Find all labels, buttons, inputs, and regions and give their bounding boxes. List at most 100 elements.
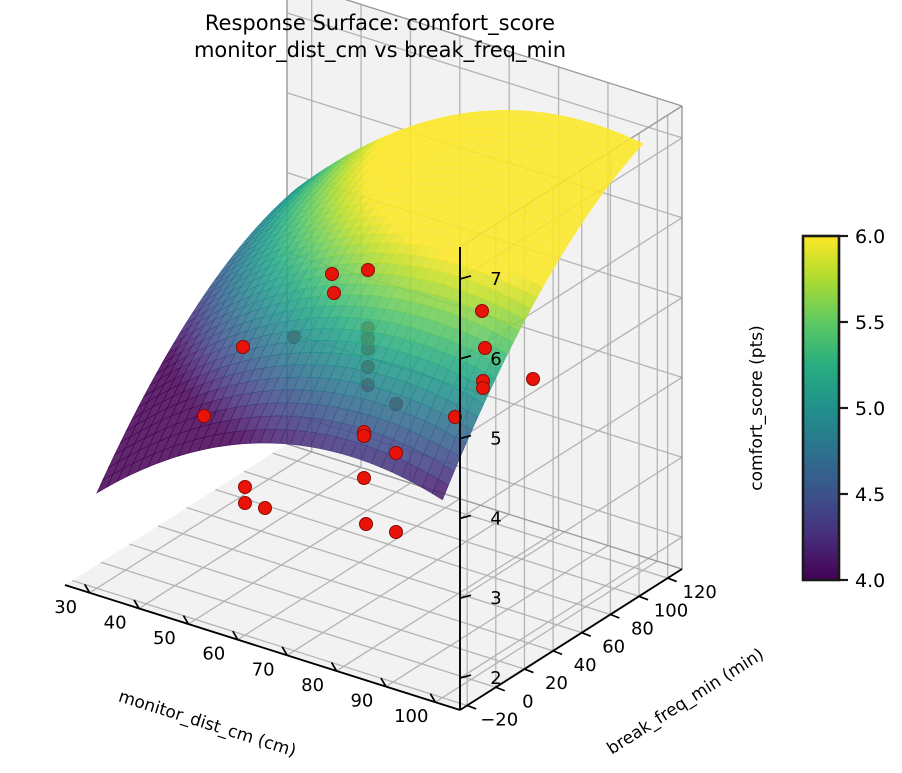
gridline-wallR-z bbox=[459, 536, 683, 679]
axis-title-y: break_freq_min (min) bbox=[604, 645, 768, 760]
tick-label-y: 120 bbox=[683, 582, 717, 603]
colorbar-ticks: 4.0 4.5 5.0 5.5 6.0 bbox=[839, 226, 885, 592]
tick-label-x: 70 bbox=[252, 659, 275, 680]
scatter-point bbox=[357, 471, 371, 485]
scatter-point bbox=[197, 409, 211, 423]
tick-label-z: 6 bbox=[490, 349, 501, 370]
gridline-floor-y bbox=[215, 488, 611, 616]
tick-label-y: 100 bbox=[654, 600, 688, 621]
gridline-floor-y bbox=[157, 525, 554, 652]
tick-x bbox=[429, 693, 437, 703]
axis-lines bbox=[64, 247, 683, 711]
gridline-floor-x bbox=[138, 466, 362, 609]
tick-y bbox=[581, 631, 592, 637]
gridline-floor-x bbox=[434, 560, 658, 703]
axis-line-x bbox=[64, 584, 461, 711]
axis-title-x: monitor_dist_cm (cm) bbox=[116, 687, 298, 762]
tick-label-x: 80 bbox=[301, 675, 324, 696]
gridline-floor-x bbox=[385, 545, 609, 688]
tick-y bbox=[667, 577, 677, 583]
tick-label-y: 20 bbox=[545, 673, 568, 694]
title-line-2: monitor_dist_cm vs break_freq_min bbox=[193, 38, 567, 63]
colorbar: 4.0 4.5 5.0 5.5 6.0 comfort_score (pts) bbox=[747, 226, 885, 592]
scatter-point bbox=[361, 263, 375, 277]
gridline-floor-x bbox=[286, 513, 510, 656]
tick-z bbox=[459, 594, 472, 600]
tick-label-x: 60 bbox=[202, 644, 225, 665]
colorbar-tick-label: 6.0 bbox=[855, 226, 885, 248]
scatter-point bbox=[448, 410, 462, 424]
gridline-wallR-z bbox=[459, 297, 683, 440]
tick-label-z: 4 bbox=[490, 508, 501, 529]
colorbar-tick-label: 5.5 bbox=[855, 312, 885, 334]
surface-facet bbox=[291, 180, 308, 194]
tick-label-x: 40 bbox=[104, 612, 127, 633]
tick-z bbox=[459, 674, 472, 679]
scatter-point bbox=[475, 304, 489, 318]
gridline-floor-y bbox=[71, 579, 468, 707]
scatter-points bbox=[197, 263, 540, 539]
tick-y bbox=[638, 595, 649, 601]
pane-edge bbox=[286, 443, 683, 570]
scatter-point bbox=[478, 341, 492, 355]
tick-z bbox=[459, 354, 472, 360]
gridline-floor-x bbox=[237, 498, 461, 641]
tick-y bbox=[495, 686, 506, 692]
tick-label-y: 60 bbox=[602, 637, 625, 658]
title-line-1: Response Surface: comfort_score bbox=[204, 11, 556, 35]
tick-y bbox=[610, 613, 620, 619]
tick-label-y: −20 bbox=[480, 710, 518, 731]
scatter-point bbox=[476, 381, 490, 395]
scatter-point bbox=[389, 446, 403, 460]
scatter-point bbox=[389, 525, 403, 539]
tick-x bbox=[182, 615, 190, 625]
scatter-point bbox=[258, 501, 272, 515]
tick-label-z: 5 bbox=[490, 429, 501, 450]
colorbar-tick-label: 5.0 bbox=[855, 398, 885, 420]
tick-label-y: 80 bbox=[631, 619, 654, 640]
tick-x bbox=[281, 646, 288, 656]
tick-label-y: 0 bbox=[522, 691, 533, 712]
tick-label-x: 90 bbox=[350, 691, 373, 712]
colorbar-tick-label: 4.5 bbox=[855, 484, 885, 506]
colorbar-label: comfort_score (pts) bbox=[747, 325, 767, 491]
gridline-floor-y bbox=[100, 561, 497, 688]
tick-y bbox=[552, 650, 563, 656]
tick-x bbox=[133, 599, 140, 609]
tick-label-z: 7 bbox=[490, 269, 501, 290]
tick-x bbox=[330, 662, 338, 672]
gridline-wallR-z bbox=[459, 376, 683, 519]
tick-x bbox=[232, 630, 239, 641]
gridline-floor-y bbox=[243, 470, 640, 597]
tick-label-x: 50 bbox=[153, 628, 176, 649]
scatter-point bbox=[327, 286, 341, 300]
tick-z bbox=[459, 434, 472, 440]
tick-label-y: 40 bbox=[574, 655, 597, 676]
tick-z bbox=[459, 275, 472, 280]
gridline-floor-x bbox=[336, 529, 559, 672]
tick-label-z: 3 bbox=[490, 588, 501, 609]
scatter-point bbox=[238, 496, 252, 510]
gridline-floor-y bbox=[186, 507, 582, 634]
tick-y bbox=[524, 668, 534, 674]
gridline-floor-x bbox=[89, 451, 313, 594]
tick-x bbox=[83, 583, 91, 594]
gridline-floor-x bbox=[188, 482, 411, 625]
tick-z bbox=[459, 514, 472, 520]
colorbar-tick-label: 4.0 bbox=[855, 570, 885, 592]
scatter-point bbox=[325, 267, 339, 281]
axis-ticks bbox=[83, 275, 677, 710]
gridline-wallR-z bbox=[459, 456, 683, 599]
scatter-point bbox=[359, 517, 373, 531]
pane-edge bbox=[344, 0, 683, 107]
scatter-point bbox=[236, 340, 250, 354]
tick-x bbox=[380, 677, 387, 687]
gridline-floor-y bbox=[129, 543, 525, 670]
scatter-point bbox=[526, 372, 540, 386]
tick-label-x: 30 bbox=[54, 597, 77, 618]
scatter-point bbox=[357, 429, 371, 443]
tick-label-z: 2 bbox=[490, 668, 501, 689]
page-title: Response Surface: comfort_score monitor_… bbox=[0, 10, 760, 65]
